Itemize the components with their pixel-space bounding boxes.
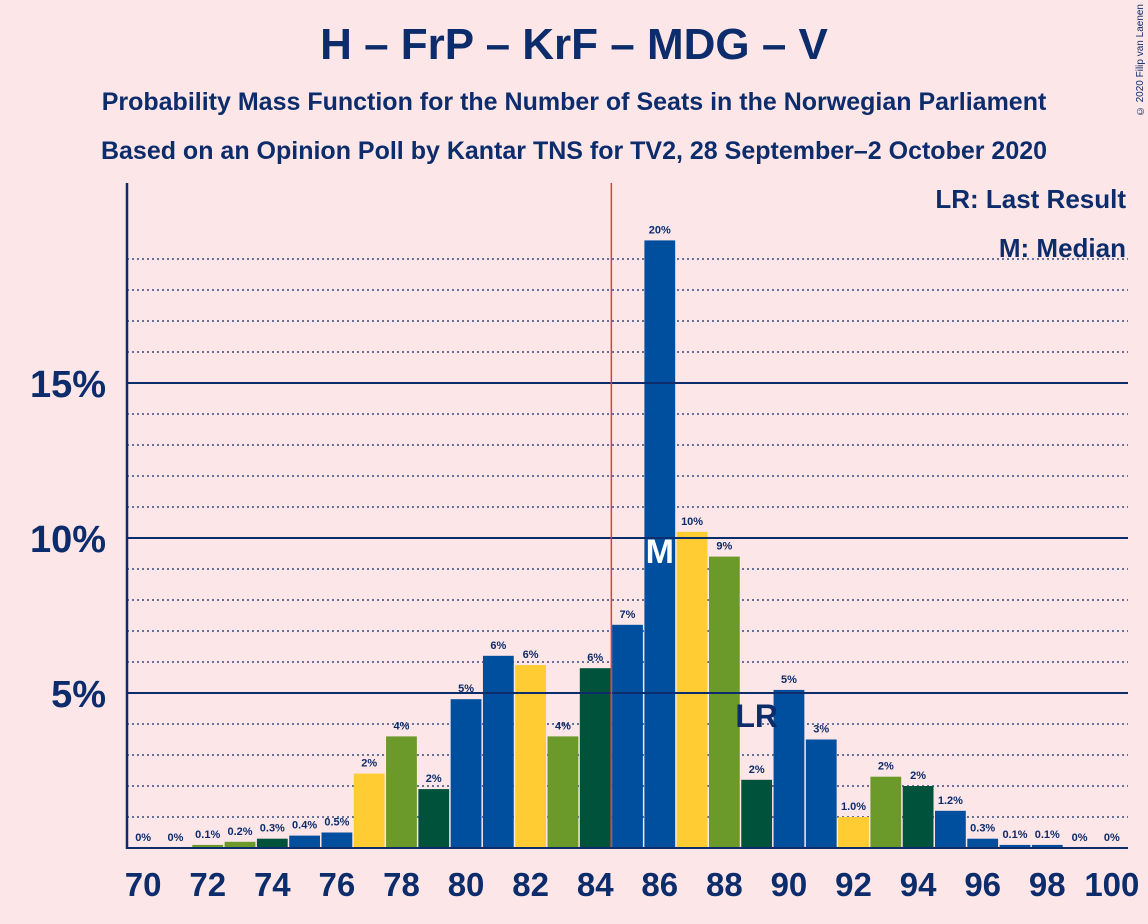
- bar-value-label: 0%: [167, 832, 183, 844]
- y-tick-label: 15%: [30, 364, 106, 406]
- bar: [482, 655, 514, 848]
- bar: [741, 779, 773, 848]
- y-tick-label: 5%: [51, 674, 106, 716]
- bar: [515, 665, 547, 848]
- bar-value-label: 0.2%: [227, 826, 252, 838]
- bar-value-label: 2%: [426, 773, 442, 785]
- bar-value-label: 0.1%: [195, 829, 220, 841]
- bar-value-label: 0.1%: [1002, 829, 1027, 841]
- bar-value-label: 6%: [587, 652, 603, 664]
- bar-value-label: 4%: [394, 720, 410, 732]
- x-tick-label: 100: [1084, 866, 1139, 903]
- bar: [1031, 844, 1063, 848]
- x-tick-label: 80: [448, 866, 485, 903]
- bar: [935, 810, 966, 848]
- bar-value-label: 0%: [1104, 832, 1120, 844]
- x-tick-label: 74: [254, 866, 291, 903]
- bar: [450, 699, 482, 848]
- x-tick-label: 86: [641, 866, 678, 903]
- bar: [967, 838, 999, 848]
- bar-value-label: 20%: [649, 224, 671, 236]
- x-tick-label: 98: [1029, 866, 1066, 903]
- x-tick-label: 94: [900, 866, 937, 903]
- bar-value-label: 3%: [813, 724, 829, 736]
- bar: [999, 844, 1031, 848]
- bar-value-label: 5%: [781, 674, 797, 686]
- bar-value-label: 0%: [135, 832, 151, 844]
- bar-value-label: 4%: [555, 720, 571, 732]
- chart-source-line: Based on an Opinion Poll by Kantar TNS f…: [100, 137, 1048, 165]
- last-result-marker: LR: [735, 698, 778, 734]
- chart-title: H – FrP – KrF – MDG – V: [320, 20, 828, 69]
- bar: [805, 739, 837, 848]
- bar-value-label: 6%: [490, 640, 506, 652]
- bar-value-label: 1.2%: [938, 795, 963, 807]
- bar: [902, 786, 934, 848]
- bar: [644, 240, 676, 848]
- bar-value-label: 7%: [620, 609, 636, 621]
- x-tick-label: 92: [835, 866, 872, 903]
- bar: [773, 689, 805, 848]
- bar-value-label: 10%: [681, 516, 703, 528]
- bar: [708, 556, 740, 848]
- bar-value-label: 9%: [716, 541, 732, 553]
- bar: [579, 668, 611, 848]
- bar: [224, 841, 256, 848]
- x-tick-label: 96: [964, 866, 1001, 903]
- bar: [386, 736, 417, 848]
- bar-value-label: 2%: [910, 770, 926, 782]
- x-tick-label: 90: [771, 866, 808, 903]
- bar-value-label: 0.3%: [970, 823, 995, 835]
- bar: [289, 835, 320, 848]
- legend-median: M: Median: [998, 233, 1126, 263]
- x-tick-label: 84: [577, 866, 614, 903]
- x-tick-label: 70: [125, 866, 162, 903]
- bar: [321, 832, 353, 848]
- bar: [256, 838, 288, 848]
- bar-value-label: 2%: [361, 758, 377, 770]
- bar-value-label: 0.5%: [324, 817, 349, 829]
- bar: [870, 776, 902, 848]
- bar-value-label: 0%: [1072, 832, 1088, 844]
- bar: [547, 736, 579, 848]
- bar-value-label: 2%: [749, 764, 765, 776]
- x-tick-label: 72: [189, 866, 226, 903]
- bar: [192, 844, 224, 848]
- bar: [353, 773, 385, 848]
- bar-value-label: 2%: [878, 761, 894, 773]
- y-tick-label: 10%: [30, 519, 106, 561]
- bar-value-label: 0.1%: [1035, 829, 1060, 841]
- chart-subtitle: Probability Mass Function for the Number…: [101, 88, 1047, 116]
- bar: [612, 624, 643, 848]
- bar-value-label: 1.0%: [841, 801, 866, 813]
- x-tick-label: 82: [512, 866, 549, 903]
- bar-value-label: 0.3%: [260, 823, 285, 835]
- x-tick-label: 88: [706, 866, 743, 903]
- bar: [838, 817, 869, 848]
- legend-last-result: LR: Last Result: [935, 184, 1126, 214]
- bar-value-label: 6%: [523, 649, 539, 661]
- x-tick-label: 78: [383, 866, 420, 903]
- bar: [418, 789, 450, 848]
- bar-value-label: 0.4%: [292, 820, 317, 832]
- median-marker: M: [646, 533, 674, 571]
- x-tick-label: 76: [319, 866, 356, 903]
- bar: [676, 531, 708, 848]
